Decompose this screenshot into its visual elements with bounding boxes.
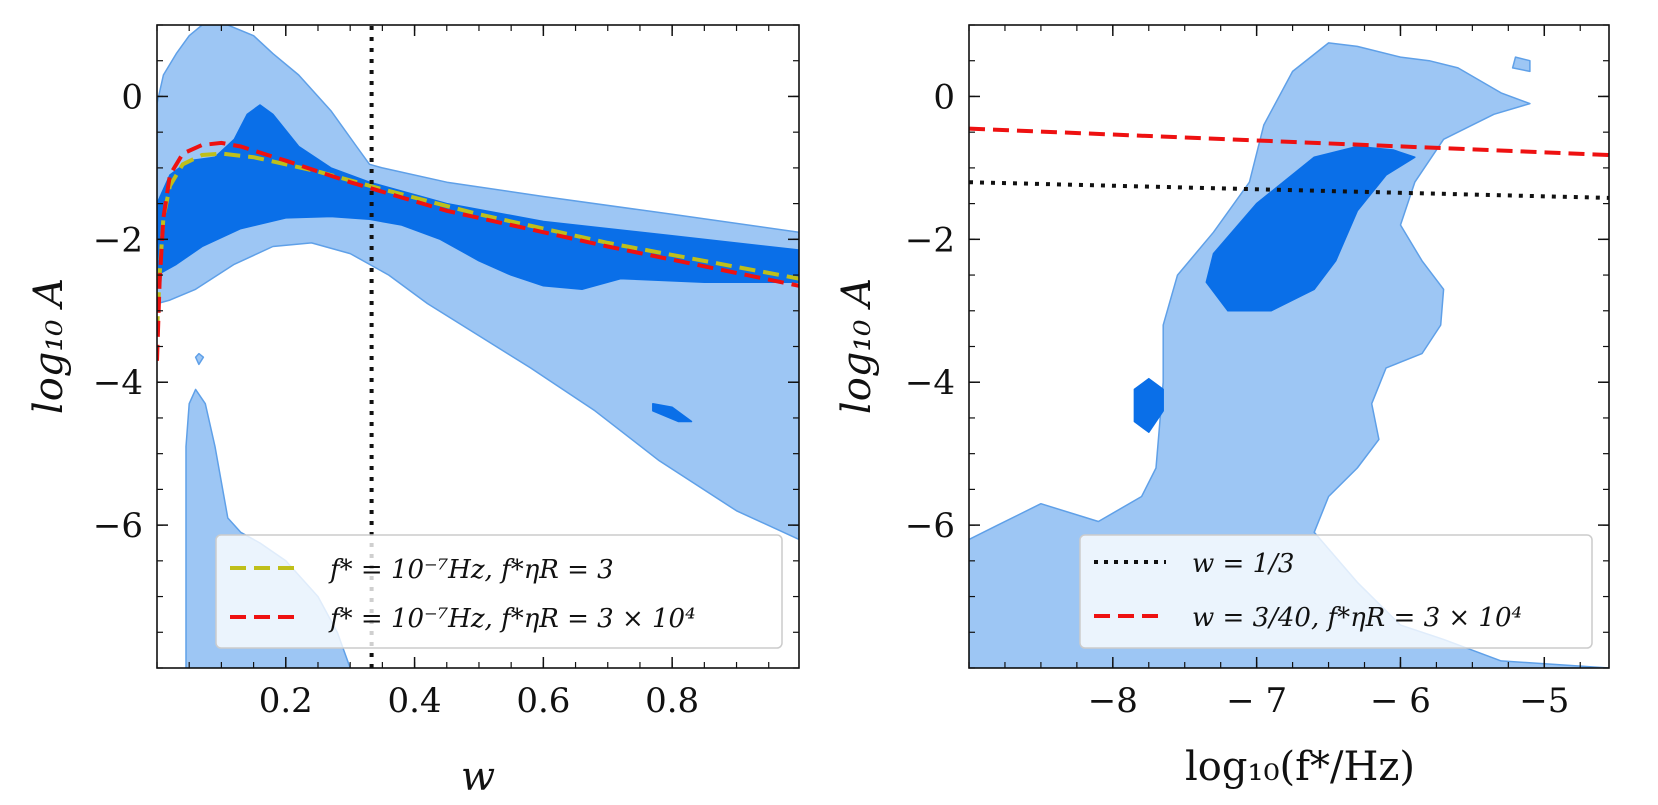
left-ytick-label: −6 <box>93 506 143 546</box>
right-plot-area <box>969 42 1609 668</box>
left-ylabel: log₁₀ A <box>26 278 72 414</box>
left-legend-red-label: f* = 10⁻⁷Hz, f*ηR = 3 × 10⁴ <box>328 604 696 634</box>
left-legend-box <box>215 534 783 649</box>
left-contour-sigma1-blob <box>652 402 693 423</box>
right-contour-sigma1-main <box>1205 145 1416 312</box>
right-ticks: −8 − 7 − 6 −5 0 −2 −4 −6 <box>905 24 1609 721</box>
left-contour-sigma1-main <box>157 104 799 291</box>
left-contour-sigma2-blob <box>194 352 205 366</box>
panel-left: 0.2 0.4 0.6 0.8 0 −2 −4 −6 f* = 10⁻⁷Hz, f*ηR = … <box>26 24 800 800</box>
right-ytick-label: −4 <box>905 363 955 403</box>
right-legend-red-label: w = 3/40, f*ηR = 3 × 10⁴ <box>1192 603 1522 633</box>
left-ytick-label: 0 <box>121 77 143 117</box>
right-ytick-label: −2 <box>905 220 955 260</box>
right-xlabel: log₁₀(f*/Hz) <box>1185 744 1415 790</box>
right-ytick-label: 0 <box>933 77 955 117</box>
right-xtick-label: − 7 <box>1226 681 1287 721</box>
right-ytick-label: −6 <box>905 506 955 546</box>
panel-right: −8 − 7 − 6 −5 0 −2 −4 −6 w = 1/3 w = 3/40, f*ηR… <box>834 24 1610 790</box>
right-contour-sigma1-blob <box>1133 377 1164 433</box>
left-xtick-label: 0.2 <box>259 681 313 721</box>
left-series-red <box>157 140 799 361</box>
right-series-w13 <box>969 180 1609 200</box>
left-legend: f* = 10⁻⁷Hz, f*ηR = 3 f* = 10⁻⁷Hz, f*ηR … <box>215 534 783 649</box>
right-xtick-label: − 6 <box>1370 681 1431 721</box>
left-contour-sigma2-main <box>157 25 799 541</box>
right-xtick-label: −5 <box>1519 681 1569 721</box>
right-contour-sigma2-blob <box>1511 56 1531 73</box>
left-ytick-label: −2 <box>93 220 143 260</box>
left-xtick-label: 0.8 <box>645 681 699 721</box>
left-legend-yellow-label: f* = 10⁻⁷Hz, f*ηR = 3 <box>328 555 614 585</box>
right-series-red <box>969 126 1609 157</box>
right-xtick-label: −8 <box>1088 681 1138 721</box>
left-ticks: 0.2 0.4 0.6 0.8 0 −2 −4 −6 <box>93 24 799 721</box>
left-xtick-label: 0.4 <box>388 681 442 721</box>
left-xlabel: w <box>461 754 495 800</box>
right-ylabel: log₁₀ A <box>834 278 880 414</box>
left-xtick-label: 0.6 <box>516 681 570 721</box>
left-ytick-label: −4 <box>93 363 143 403</box>
right-legend-box <box>1079 534 1593 649</box>
right-legend: w = 1/3 w = 3/40, f*ηR = 3 × 10⁴ <box>1079 534 1593 649</box>
right-legend-dotted-label: w = 1/3 <box>1192 549 1294 579</box>
